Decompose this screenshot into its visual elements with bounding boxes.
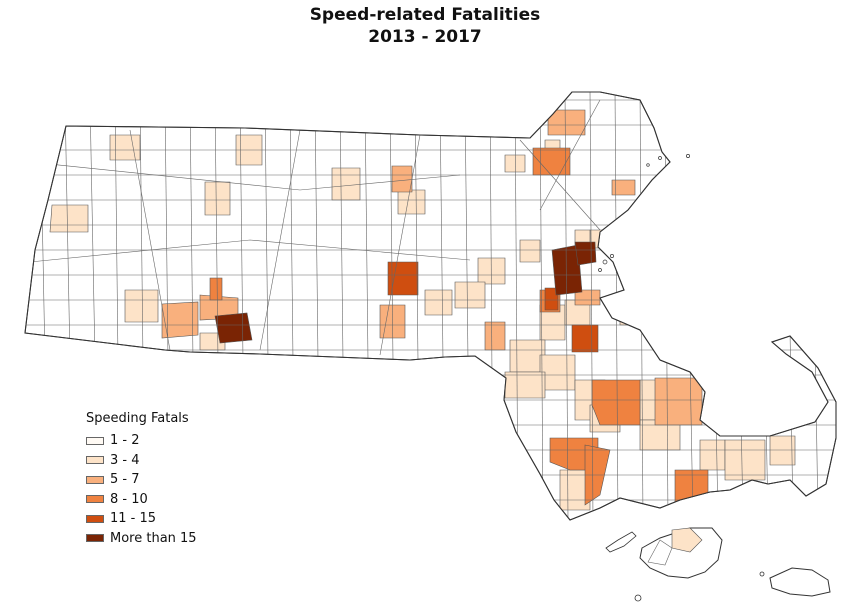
title-line-1: Speed-related Fatalities bbox=[309, 5, 541, 25]
legend: Speeding Fatals 1 - 2 3 - 4 5 - 7 8 - 10 11 … bbox=[86, 411, 197, 548]
vineyard-boundary bbox=[647, 539, 673, 566]
legend-swatch bbox=[86, 534, 104, 543]
legend-item: 8 - 10 bbox=[86, 490, 197, 510]
legend-label: 5 - 7 bbox=[110, 472, 140, 488]
legend-items: 1 - 2 3 - 4 5 - 7 8 - 10 11 - 15 More than 15 bbox=[86, 431, 197, 548]
map-title: Speed-related Fatalities 2013 - 2017 bbox=[0, 4, 850, 48]
elizabeth-islands bbox=[605, 531, 637, 553]
small-island bbox=[634, 594, 642, 602]
legend-swatch bbox=[86, 495, 104, 504]
towns-3-4 bbox=[49, 134, 796, 511]
harbor-islands bbox=[598, 154, 690, 272]
legend-swatch bbox=[86, 514, 104, 523]
legend-item: More than 15 bbox=[86, 529, 197, 549]
legend-label: 1 - 2 bbox=[110, 433, 140, 449]
title-line-2: 2013 - 2017 bbox=[368, 27, 482, 47]
vineyard-town bbox=[671, 527, 703, 553]
legend-item: 5 - 7 bbox=[86, 470, 197, 490]
legend-item: 3 - 4 bbox=[86, 451, 197, 471]
small-island bbox=[759, 571, 765, 577]
legend-swatch bbox=[86, 475, 104, 484]
legend-label: 3 - 4 bbox=[110, 452, 140, 468]
town-boundaries bbox=[25, 92, 836, 520]
legend-label: 8 - 10 bbox=[110, 491, 148, 507]
state-border bbox=[24, 91, 837, 521]
legend-item: 11 - 15 bbox=[86, 509, 197, 529]
towns-5-7 bbox=[161, 109, 703, 426]
legend-title: Speeding Fatals bbox=[86, 411, 189, 426]
legend-label: 11 - 15 bbox=[110, 511, 157, 527]
legend-item: 1 - 2 bbox=[86, 431, 197, 451]
legend-swatch bbox=[86, 436, 104, 445]
nantucket-island bbox=[769, 567, 831, 597]
legend-swatch bbox=[86, 456, 104, 465]
legend-label: More than 15 bbox=[110, 530, 197, 546]
